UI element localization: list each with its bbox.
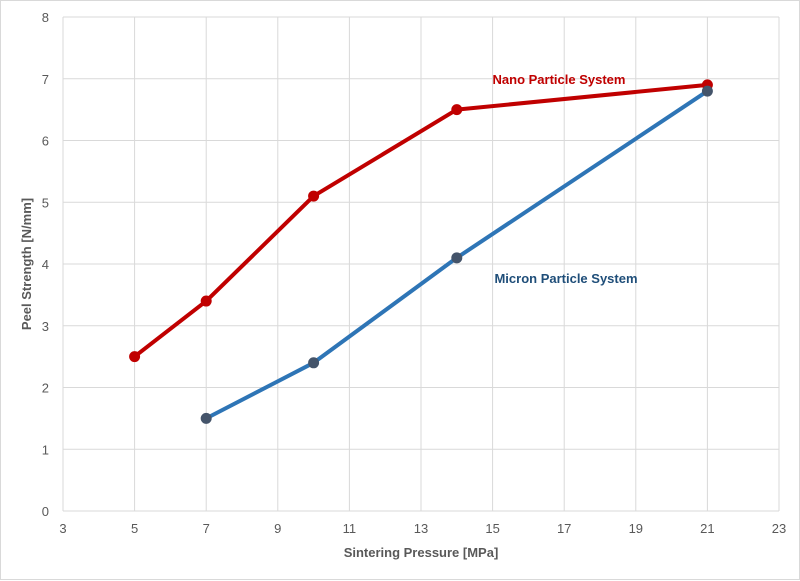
x-tick-label: 11 [343,521,357,536]
data-point [308,190,320,202]
y-tick-label: 6 [42,134,49,149]
y-tick-label: 4 [42,257,49,272]
series-line-1 [204,89,710,421]
series-layer [129,79,713,424]
data-point [451,104,463,116]
data-point [129,351,141,363]
annotation-layer: Nano Particle System Micron Particle Syst… [493,72,638,286]
x-tick-label: 5 [131,521,138,536]
series-annotation-0: Nano Particle System [493,72,626,87]
x-tick-label: 15 [485,521,499,536]
data-point [701,85,713,97]
y-tick-label: 7 [42,72,49,87]
x-tick-label: 3 [59,521,66,536]
x-tick-label: 21 [700,521,714,536]
y-axis-title: Peel Strength [N/mm] [19,198,34,330]
series-annotation-1: Micron Particle System [494,271,637,286]
x-tick-label: 7 [203,521,210,536]
data-point [200,412,212,424]
x-tick-label: 9 [274,521,281,536]
y-tick-label: 2 [42,381,49,396]
y-tick-label: 1 [42,442,49,457]
y-tick-label: 5 [42,195,49,210]
y-tick-label: 3 [42,319,49,334]
x-axis-title: Sintering Pressure [MPa] [344,545,499,560]
y-tick-label: 0 [42,504,49,519]
y-tick-label: 8 [42,10,49,25]
grid-layer [62,16,780,512]
data-point [308,357,320,369]
x-tick-label: 19 [629,521,643,536]
data-point [200,295,212,307]
x-tick-label: 23 [772,521,786,536]
x-tick-label: 13 [414,521,428,536]
data-point [451,252,463,264]
x-tick-label: 17 [557,521,571,536]
